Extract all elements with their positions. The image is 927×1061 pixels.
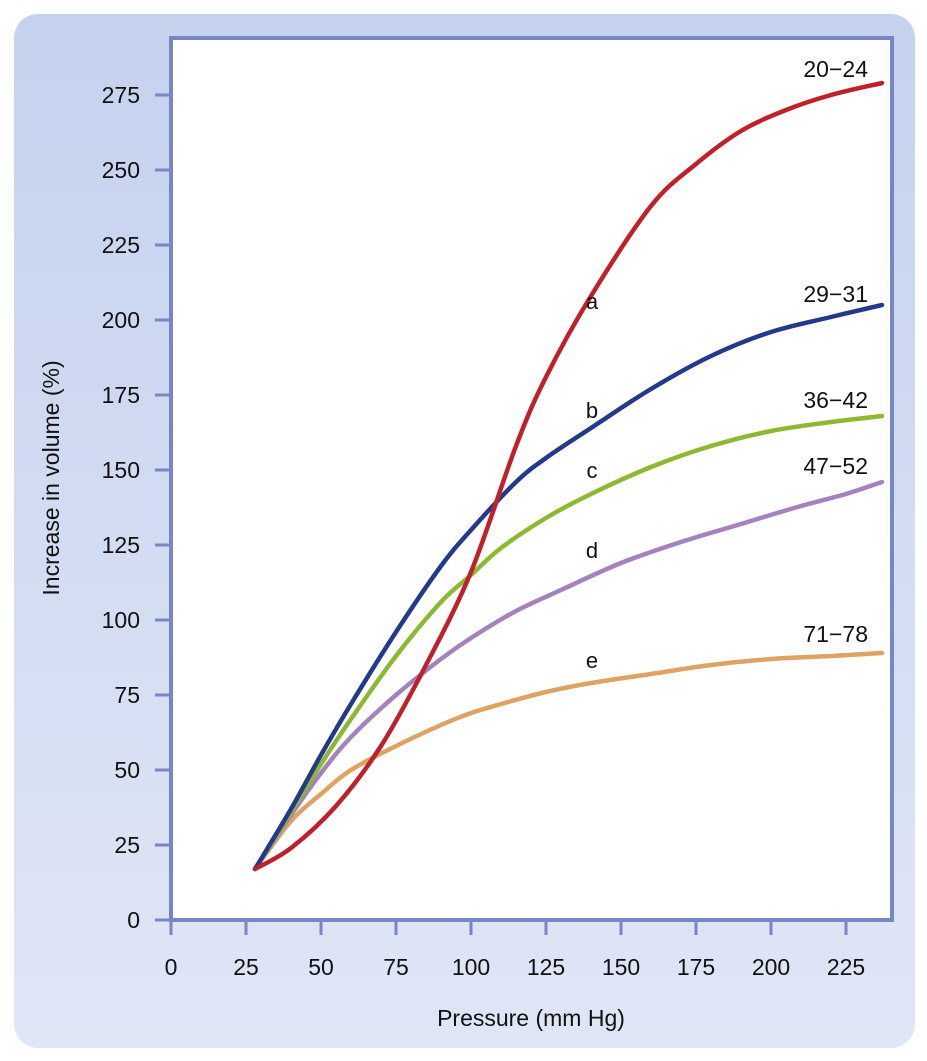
curve-labels: a 20−24 b 29−31 c 36−42 d 47−52 e 71−78: [586, 56, 868, 673]
x-tick-label: 200: [752, 954, 790, 980]
x-tick-label: 50: [308, 954, 334, 980]
plot-area: [169, 36, 894, 922]
series-line-c: [252, 413, 885, 872]
y-tick-label: 200: [102, 307, 140, 333]
series-letter-a: a: [586, 289, 599, 314]
y-axis: 0 25 50 75 100 125 150 175 200 225 250 275: [102, 82, 171, 933]
series-end-label-e: 71−78: [803, 621, 868, 647]
y-tick-label: 150: [102, 457, 140, 483]
y-tick-label: 175: [102, 382, 140, 408]
x-axis-title: Pressure (mm Hg): [437, 1005, 625, 1031]
series-end-label-b: 29−31: [803, 281, 868, 307]
x-tick-label: 100: [452, 954, 490, 980]
y-tick-label: 50: [114, 757, 140, 783]
y-axis-title: Increase in volume (%): [38, 360, 64, 595]
y-tick-label: 0: [127, 907, 140, 933]
series-end-label-c: 36−42: [803, 387, 868, 413]
series-letter-c: c: [587, 458, 598, 483]
y-tick-label: 25: [114, 832, 140, 858]
curves: [252, 80, 885, 872]
series-line-b: [252, 302, 885, 872]
series-line-a: [252, 80, 885, 872]
x-tick-label: 150: [602, 954, 640, 980]
x-tick-label: 125: [527, 954, 565, 980]
x-tick-label: 75: [383, 954, 409, 980]
x-tick-label: 225: [827, 954, 865, 980]
y-tick-label: 100: [102, 607, 140, 633]
series-line-e: [252, 650, 885, 872]
y-tick-label: 275: [102, 82, 140, 108]
y-tick-label: 250: [102, 157, 140, 183]
series-letter-d: d: [586, 538, 598, 563]
series-letter-b: b: [586, 398, 598, 423]
series-end-label-a: 20−24: [803, 56, 868, 82]
y-tick-label: 225: [102, 232, 140, 258]
series-line-d: [252, 479, 885, 872]
x-tick-label: 25: [233, 954, 259, 980]
series-end-label-d: 47−52: [803, 453, 868, 479]
x-tick-label: 175: [677, 954, 715, 980]
y-tick-label: 125: [102, 532, 140, 558]
y-tick-label: 75: [114, 682, 140, 708]
x-axis: 0 25 50 75 100 125 150 175 200 225: [165, 920, 865, 980]
series-letter-e: e: [586, 648, 598, 673]
x-tick-label: 0: [165, 954, 178, 980]
